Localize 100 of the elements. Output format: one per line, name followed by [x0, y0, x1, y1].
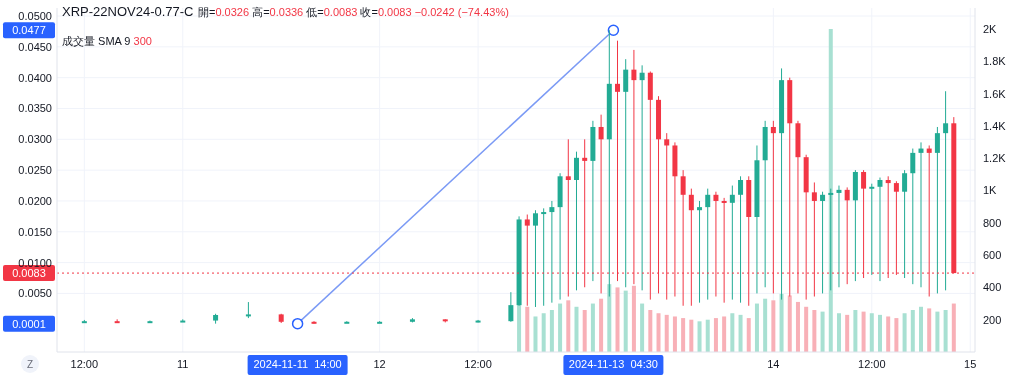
- bar: [549, 310, 554, 352]
- y-tick-label: 0.0450: [18, 40, 52, 53]
- bar: [836, 313, 841, 352]
- zoom-button: Z: [21, 355, 39, 373]
- candlestick: [738, 175, 744, 304]
- candlestick: [943, 90, 949, 291]
- x-tick-label: 12: [373, 358, 386, 370]
- y-tick-label: 0.0350: [18, 102, 52, 115]
- candlestick: [541, 207, 547, 307]
- candlestick: [180, 318, 186, 323]
- y2-tick-label: 400: [983, 281, 1002, 294]
- bar: [779, 293, 784, 352]
- bar: [730, 313, 735, 352]
- candlestick: [910, 148, 916, 285]
- bar: [763, 298, 768, 352]
- bar: [599, 298, 604, 352]
- bar: [672, 316, 677, 352]
- bar: [607, 284, 612, 352]
- bar: [590, 303, 595, 352]
- bar: [615, 287, 620, 352]
- y2-tick-label: 800: [983, 216, 1002, 229]
- candlestick: [639, 64, 645, 291]
- candlestick: [828, 188, 834, 291]
- bar: [705, 319, 710, 352]
- candlestick: [475, 319, 481, 323]
- annotation: 成交量 SMA 9 300: [62, 35, 152, 47]
- x-tick-label: 11: [177, 358, 189, 370]
- bar: [910, 310, 915, 352]
- y-tick-label: 0.0400: [18, 71, 52, 84]
- x-tick-label: 12:00: [464, 358, 492, 370]
- bar: [861, 311, 866, 352]
- y2-tick-label: 1.6K: [983, 87, 1007, 100]
- bar: [689, 319, 694, 352]
- text: 2024-11-13 04:30: [568, 358, 658, 370]
- bar: [787, 295, 792, 352]
- y-tick-label: 0.0500: [18, 10, 52, 23]
- candlestick: [934, 126, 940, 294]
- bar: [582, 310, 587, 352]
- bar: [533, 316, 538, 352]
- bar: [951, 303, 956, 352]
- bar: [664, 314, 669, 352]
- bar: [738, 314, 743, 352]
- y2-tick-label: 600: [983, 249, 1002, 262]
- text: 2024-11-11 14:00: [253, 358, 342, 370]
- candlestick: [549, 200, 555, 304]
- bar: [541, 313, 546, 352]
- bar: [804, 306, 809, 352]
- candlestick: [623, 58, 629, 288]
- bar: [566, 300, 571, 352]
- chart-title: XRP-22NOV24-0.77-C: [62, 4, 194, 19]
- bar: [681, 318, 686, 352]
- candlestick: [311, 320, 317, 325]
- bar: [935, 311, 940, 352]
- bar: [713, 318, 718, 352]
- bar: [853, 310, 858, 352]
- bar: [656, 313, 661, 352]
- candlestick: [877, 177, 883, 282]
- x-tick-label: 12:00: [70, 358, 99, 370]
- candlestick: [573, 151, 579, 291]
- bar: [771, 300, 776, 352]
- bar: [746, 318, 751, 352]
- y-tick-label: 0.0300: [18, 133, 52, 146]
- bar: [648, 310, 653, 352]
- bar: [795, 301, 800, 352]
- y2-tick-label: 2K: [983, 23, 998, 35]
- text: 0.0477: [12, 24, 46, 37]
- bar: [828, 29, 833, 352]
- bar: [820, 311, 825, 352]
- bar: [754, 303, 759, 352]
- text: 開=0.0326 高=0.0336 低=0.0083 收=0.0083 −0.0242 (−74.43%): [198, 6, 509, 18]
- candlestick: [869, 183, 875, 276]
- bar: [927, 308, 932, 352]
- bar: [697, 321, 702, 352]
- y-tick-label: 0.0050: [18, 287, 52, 300]
- bar: [943, 310, 948, 352]
- candlestick: [729, 185, 735, 301]
- x-tick-label: 12:00: [858, 358, 886, 370]
- x-tick-label: 14: [767, 358, 780, 370]
- bar: [894, 318, 899, 352]
- candlestick: [697, 200, 703, 304]
- bar: [919, 306, 923, 352]
- bar: [886, 316, 891, 352]
- y2-tick-label: 1K: [983, 184, 998, 197]
- bar: [558, 303, 563, 352]
- ref-line-label: 0.0083: [12, 267, 46, 280]
- bar: [623, 290, 628, 352]
- y-tick-label: 0.0250: [18, 164, 52, 177]
- candlestick: [532, 209, 538, 308]
- candlestick: [508, 291, 514, 323]
- x-tick-label: 15: [964, 358, 977, 370]
- bar: [845, 314, 850, 352]
- candlestick: [705, 188, 711, 301]
- candlestick: [902, 169, 908, 279]
- bar: [877, 314, 882, 352]
- candlestick: [820, 191, 826, 294]
- bar: [631, 285, 636, 352]
- bar: [812, 310, 817, 352]
- y-tick-label: 0.0150: [18, 225, 52, 238]
- y2-tick-label: 1.2K: [983, 152, 1007, 165]
- bar: [574, 306, 579, 352]
